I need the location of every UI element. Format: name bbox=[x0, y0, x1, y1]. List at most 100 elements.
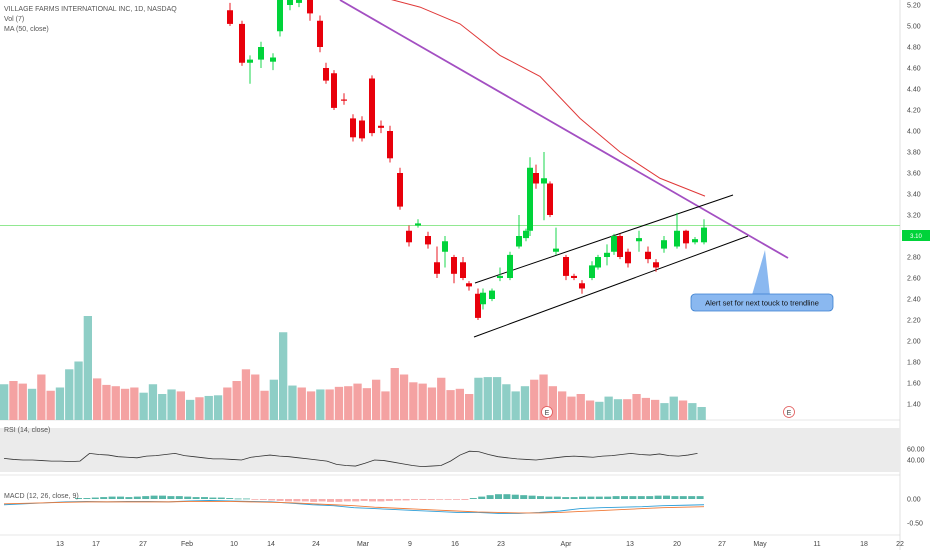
time-tick-label: 9 bbox=[408, 541, 412, 548]
volume-bar bbox=[9, 381, 18, 420]
price-tag-bg bbox=[902, 230, 930, 241]
macd-hist-bar bbox=[579, 496, 586, 499]
candle-body bbox=[563, 257, 569, 276]
macd-hist-bar bbox=[142, 496, 150, 499]
macd-hist-bar bbox=[671, 496, 679, 499]
price-tick-label: 2.40 bbox=[907, 297, 921, 304]
candle-body bbox=[480, 292, 486, 305]
price-tick-label: 4.20 bbox=[907, 108, 921, 115]
candle-body bbox=[683, 230, 689, 244]
volume-bar bbox=[595, 401, 604, 420]
volume-layer bbox=[0, 316, 706, 420]
macd-hist-bar bbox=[402, 499, 410, 501]
volume-bar bbox=[195, 397, 204, 420]
macd-hist-bar bbox=[469, 498, 477, 499]
candle bbox=[415, 219, 421, 228]
candle-body bbox=[247, 59, 253, 63]
macd-hist-bar bbox=[318, 499, 326, 502]
volume-bar bbox=[176, 391, 185, 420]
candle bbox=[701, 219, 707, 245]
candle bbox=[247, 55, 253, 84]
macd-hist-bar bbox=[327, 499, 334, 502]
channel-lower-line[interactable] bbox=[473, 235, 749, 338]
macd-hist-bar bbox=[301, 499, 309, 502]
macd-hist-bar bbox=[528, 495, 536, 499]
macd-hist-bar bbox=[201, 497, 208, 499]
volume-bar bbox=[334, 386, 344, 420]
macd-hist-bar bbox=[293, 499, 301, 502]
candle-body bbox=[397, 173, 403, 207]
macd-hist-bar bbox=[453, 499, 460, 500]
candle bbox=[645, 246, 651, 264]
macd-hist-bar bbox=[511, 494, 519, 499]
macd-hist-bar bbox=[696, 496, 704, 499]
volume-bar bbox=[130, 387, 139, 420]
time-tick-label: 16 bbox=[451, 541, 459, 548]
volume-bar bbox=[232, 381, 241, 420]
macd-hist-bar bbox=[175, 496, 183, 499]
volume-bar bbox=[641, 397, 650, 420]
volume-bar bbox=[37, 374, 46, 420]
alert-callout[interactable]: Alert set for next touck to trendline bbox=[690, 250, 834, 312]
candle bbox=[625, 248, 631, 268]
macd-hist-bar bbox=[385, 499, 393, 501]
candle-body bbox=[378, 125, 384, 128]
candle-body bbox=[533, 173, 539, 184]
earnings-marker[interactable]: E bbox=[541, 406, 553, 418]
candle-body bbox=[270, 57, 276, 62]
candle bbox=[674, 212, 680, 249]
volume-bar bbox=[102, 384, 111, 420]
volume-bar bbox=[511, 391, 520, 420]
channel-upper-line[interactable] bbox=[474, 194, 734, 284]
candle bbox=[480, 288, 486, 310]
candle-body bbox=[415, 223, 421, 226]
price-tick-label: 5.20 bbox=[907, 3, 921, 10]
macd-hist-bar bbox=[243, 498, 250, 500]
volume-bar bbox=[204, 395, 213, 420]
candle bbox=[331, 70, 337, 110]
volume-bar bbox=[362, 388, 371, 420]
price-tick-label: 4.40 bbox=[907, 87, 921, 94]
macd-hist-bar bbox=[427, 499, 435, 500]
price-tick-label: 3.40 bbox=[907, 192, 921, 199]
symbol-title: VILLAGE FARMS INTERNATIONAL INC, 1D, NAS… bbox=[4, 6, 177, 13]
volume-bar bbox=[437, 377, 446, 420]
candle bbox=[287, 0, 293, 11]
candle-body bbox=[425, 236, 431, 245]
macd-hist-bar bbox=[343, 499, 351, 502]
macd-hist-bar bbox=[436, 499, 444, 500]
volume-bar bbox=[372, 379, 381, 420]
price-axis: 5.20 5.00 4.80 4.60 4.40 4.20 4.00 3.80 3.60 3.40… bbox=[907, 3, 921, 409]
volume-bar bbox=[558, 391, 567, 420]
candle-body bbox=[475, 293, 481, 318]
macd-hist-bar bbox=[537, 496, 544, 499]
descending-trendline[interactable] bbox=[339, 0, 789, 259]
volume-bar bbox=[446, 390, 455, 420]
candle bbox=[653, 259, 659, 272]
macd-hist-bar bbox=[486, 495, 494, 499]
macd-hist-bar bbox=[276, 499, 284, 501]
candle-body bbox=[617, 236, 623, 257]
macd-hist-bar bbox=[562, 497, 570, 499]
candle-body bbox=[547, 183, 553, 215]
macd-hist-bar bbox=[369, 499, 376, 502]
candle bbox=[460, 257, 466, 281]
volume-bar bbox=[325, 389, 334, 420]
macd-hist-bar bbox=[75, 498, 82, 499]
candle bbox=[595, 254, 601, 270]
candle bbox=[323, 62, 329, 84]
candle bbox=[239, 20, 245, 66]
macd-hist-bar bbox=[360, 499, 368, 501]
volume-bar bbox=[390, 368, 399, 420]
time-tick-label: Mar bbox=[357, 541, 370, 548]
volume-bar bbox=[0, 384, 9, 420]
macd-axis: 0.00 -0.50 bbox=[907, 497, 923, 528]
macd-hist-bar bbox=[217, 497, 225, 499]
candle bbox=[369, 75, 375, 137]
volume-bar bbox=[678, 400, 688, 420]
time-tick-label: May bbox=[753, 541, 767, 548]
earnings-marker[interactable]: E bbox=[783, 406, 795, 418]
macd-legend: MACD (12, 26, close, 9) bbox=[4, 493, 79, 500]
candle bbox=[425, 231, 431, 249]
volume-bar bbox=[669, 396, 678, 420]
